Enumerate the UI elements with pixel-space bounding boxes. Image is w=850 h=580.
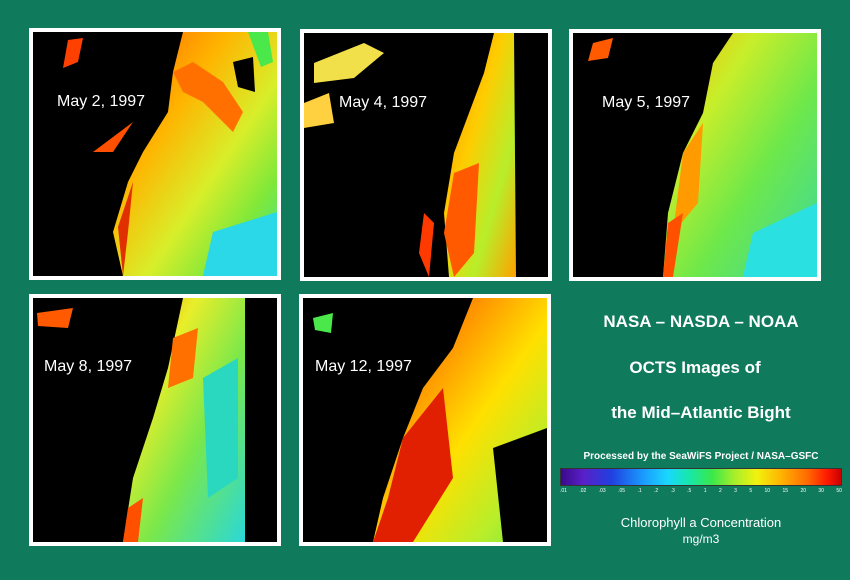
chlorophyll-map-may-4 — [304, 33, 516, 277]
date-label: May 2, 1997 — [57, 93, 146, 110]
tick-label: .01 — [560, 488, 567, 494]
tick-label: .05 — [618, 488, 626, 494]
chlorophyll-map-may-5 — [588, 33, 817, 277]
tick-label: 20 — [800, 488, 806, 494]
tick-label: 50 — [836, 488, 842, 494]
legend-unit: mg/m3 — [682, 532, 720, 546]
processing-credit: Processed by the SeaWiFS Project / NASA–… — [583, 451, 819, 462]
tick-label: 2 — [718, 488, 722, 494]
tick-label: 10 — [764, 488, 771, 494]
tick-label: .1 — [637, 488, 642, 494]
tick-label: .03 — [598, 488, 606, 494]
title-mid-atlantic: the Mid–Atlantic Bight — [611, 403, 791, 422]
image-panel-may-4: May 4, 1997 — [300, 29, 552, 281]
chlorophyll-color-bar — [560, 468, 842, 486]
tick-label: .2 — [654, 488, 659, 494]
date-label: May 12, 1997 — [315, 358, 412, 375]
tick-label: 3 — [734, 488, 737, 494]
legend-label: Chlorophyll a Concentration — [620, 515, 782, 530]
date-label: May 8, 1997 — [44, 358, 133, 375]
tick-label: 30 — [818, 488, 824, 494]
image-panel-may-8: May 8, 1997 — [29, 294, 281, 546]
chlorophyll-map-may-8 — [37, 298, 277, 542]
date-label: May 4, 1997 — [339, 94, 428, 111]
tick-label: .5 — [687, 488, 692, 494]
image-panel-may-12: May 12, 1997 — [299, 294, 551, 546]
tick-label: .02 — [579, 488, 587, 494]
chlorophyll-map-may-2 — [63, 32, 277, 276]
tick-label: .3 — [670, 488, 675, 494]
title-agencies: NASA – NASDA – NOAA — [603, 312, 799, 331]
image-panel-may-5: May 5, 1997 — [569, 29, 821, 281]
chlorophyll-map-may-12 — [313, 298, 547, 542]
tick-label: 5 — [749, 488, 753, 494]
color-bar-ticks: .01 .02 .03 .05 .1 .2 .3 .5 1 2 3 5 10 1… — [560, 488, 842, 498]
tick-label: 1 — [703, 488, 707, 494]
date-label: May 5, 1997 — [602, 94, 691, 111]
image-panel-may-2: May 2, 1997 — [29, 28, 281, 280]
title-octs-images: OCTS Images of — [629, 358, 761, 377]
tick-label: 15 — [782, 488, 789, 494]
